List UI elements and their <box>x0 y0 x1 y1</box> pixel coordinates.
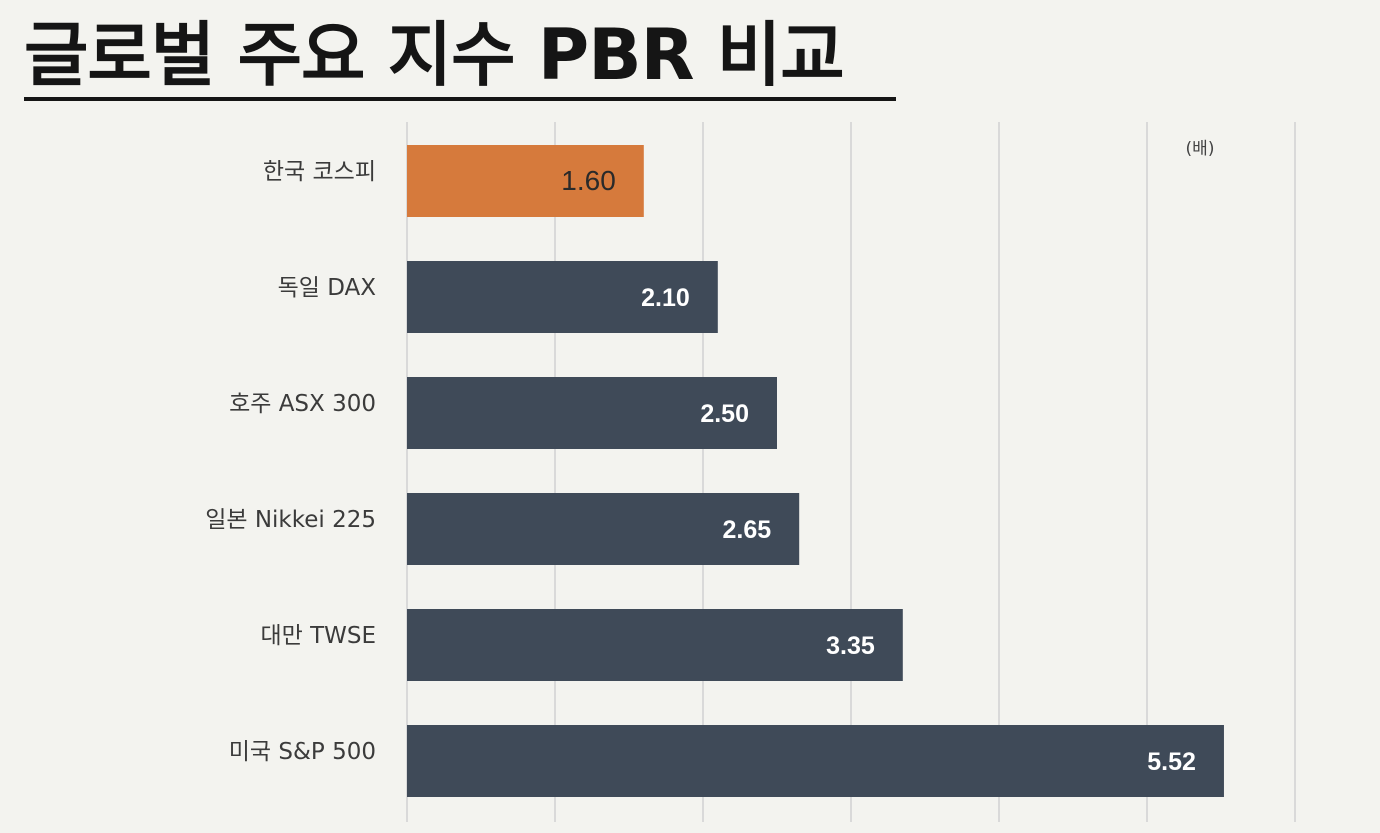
category-label-4: 대만 TWSE <box>260 623 376 649</box>
value-label-5: 5.52 <box>1147 748 1196 776</box>
page-title: 글로벌 주요 지수 PBR 비교 <box>24 14 845 96</box>
bar-1 <box>407 261 718 333</box>
gridlines <box>406 122 1296 822</box>
value-label-1: 2.10 <box>641 284 690 312</box>
category-label-1: 독일 DAX <box>278 275 377 301</box>
value-label-2: 2.50 <box>700 400 749 428</box>
value-label-4: 3.35 <box>826 632 875 660</box>
category-label-3: 일본 Nikkei 225 <box>205 507 376 533</box>
bars: 1.60 2.10 2.50 2.65 3.35 5.52 <box>407 145 1224 797</box>
category-label-0: 한국 코스피 <box>263 159 376 185</box>
category-label-5: 미국 S&P 500 <box>229 739 376 765</box>
bar-5 <box>407 725 1224 797</box>
unit-label: (배) <box>1186 139 1215 159</box>
value-label-3: 2.65 <box>723 516 772 544</box>
value-label-0: 1.60 <box>561 165 616 196</box>
category-label-2: 호주 ASX 300 <box>229 391 376 417</box>
bar-0 <box>407 145 644 217</box>
title-underline <box>24 97 896 101</box>
bar-3 <box>407 493 800 565</box>
bar-4 <box>407 609 903 681</box>
bar-2 <box>407 377 777 449</box>
